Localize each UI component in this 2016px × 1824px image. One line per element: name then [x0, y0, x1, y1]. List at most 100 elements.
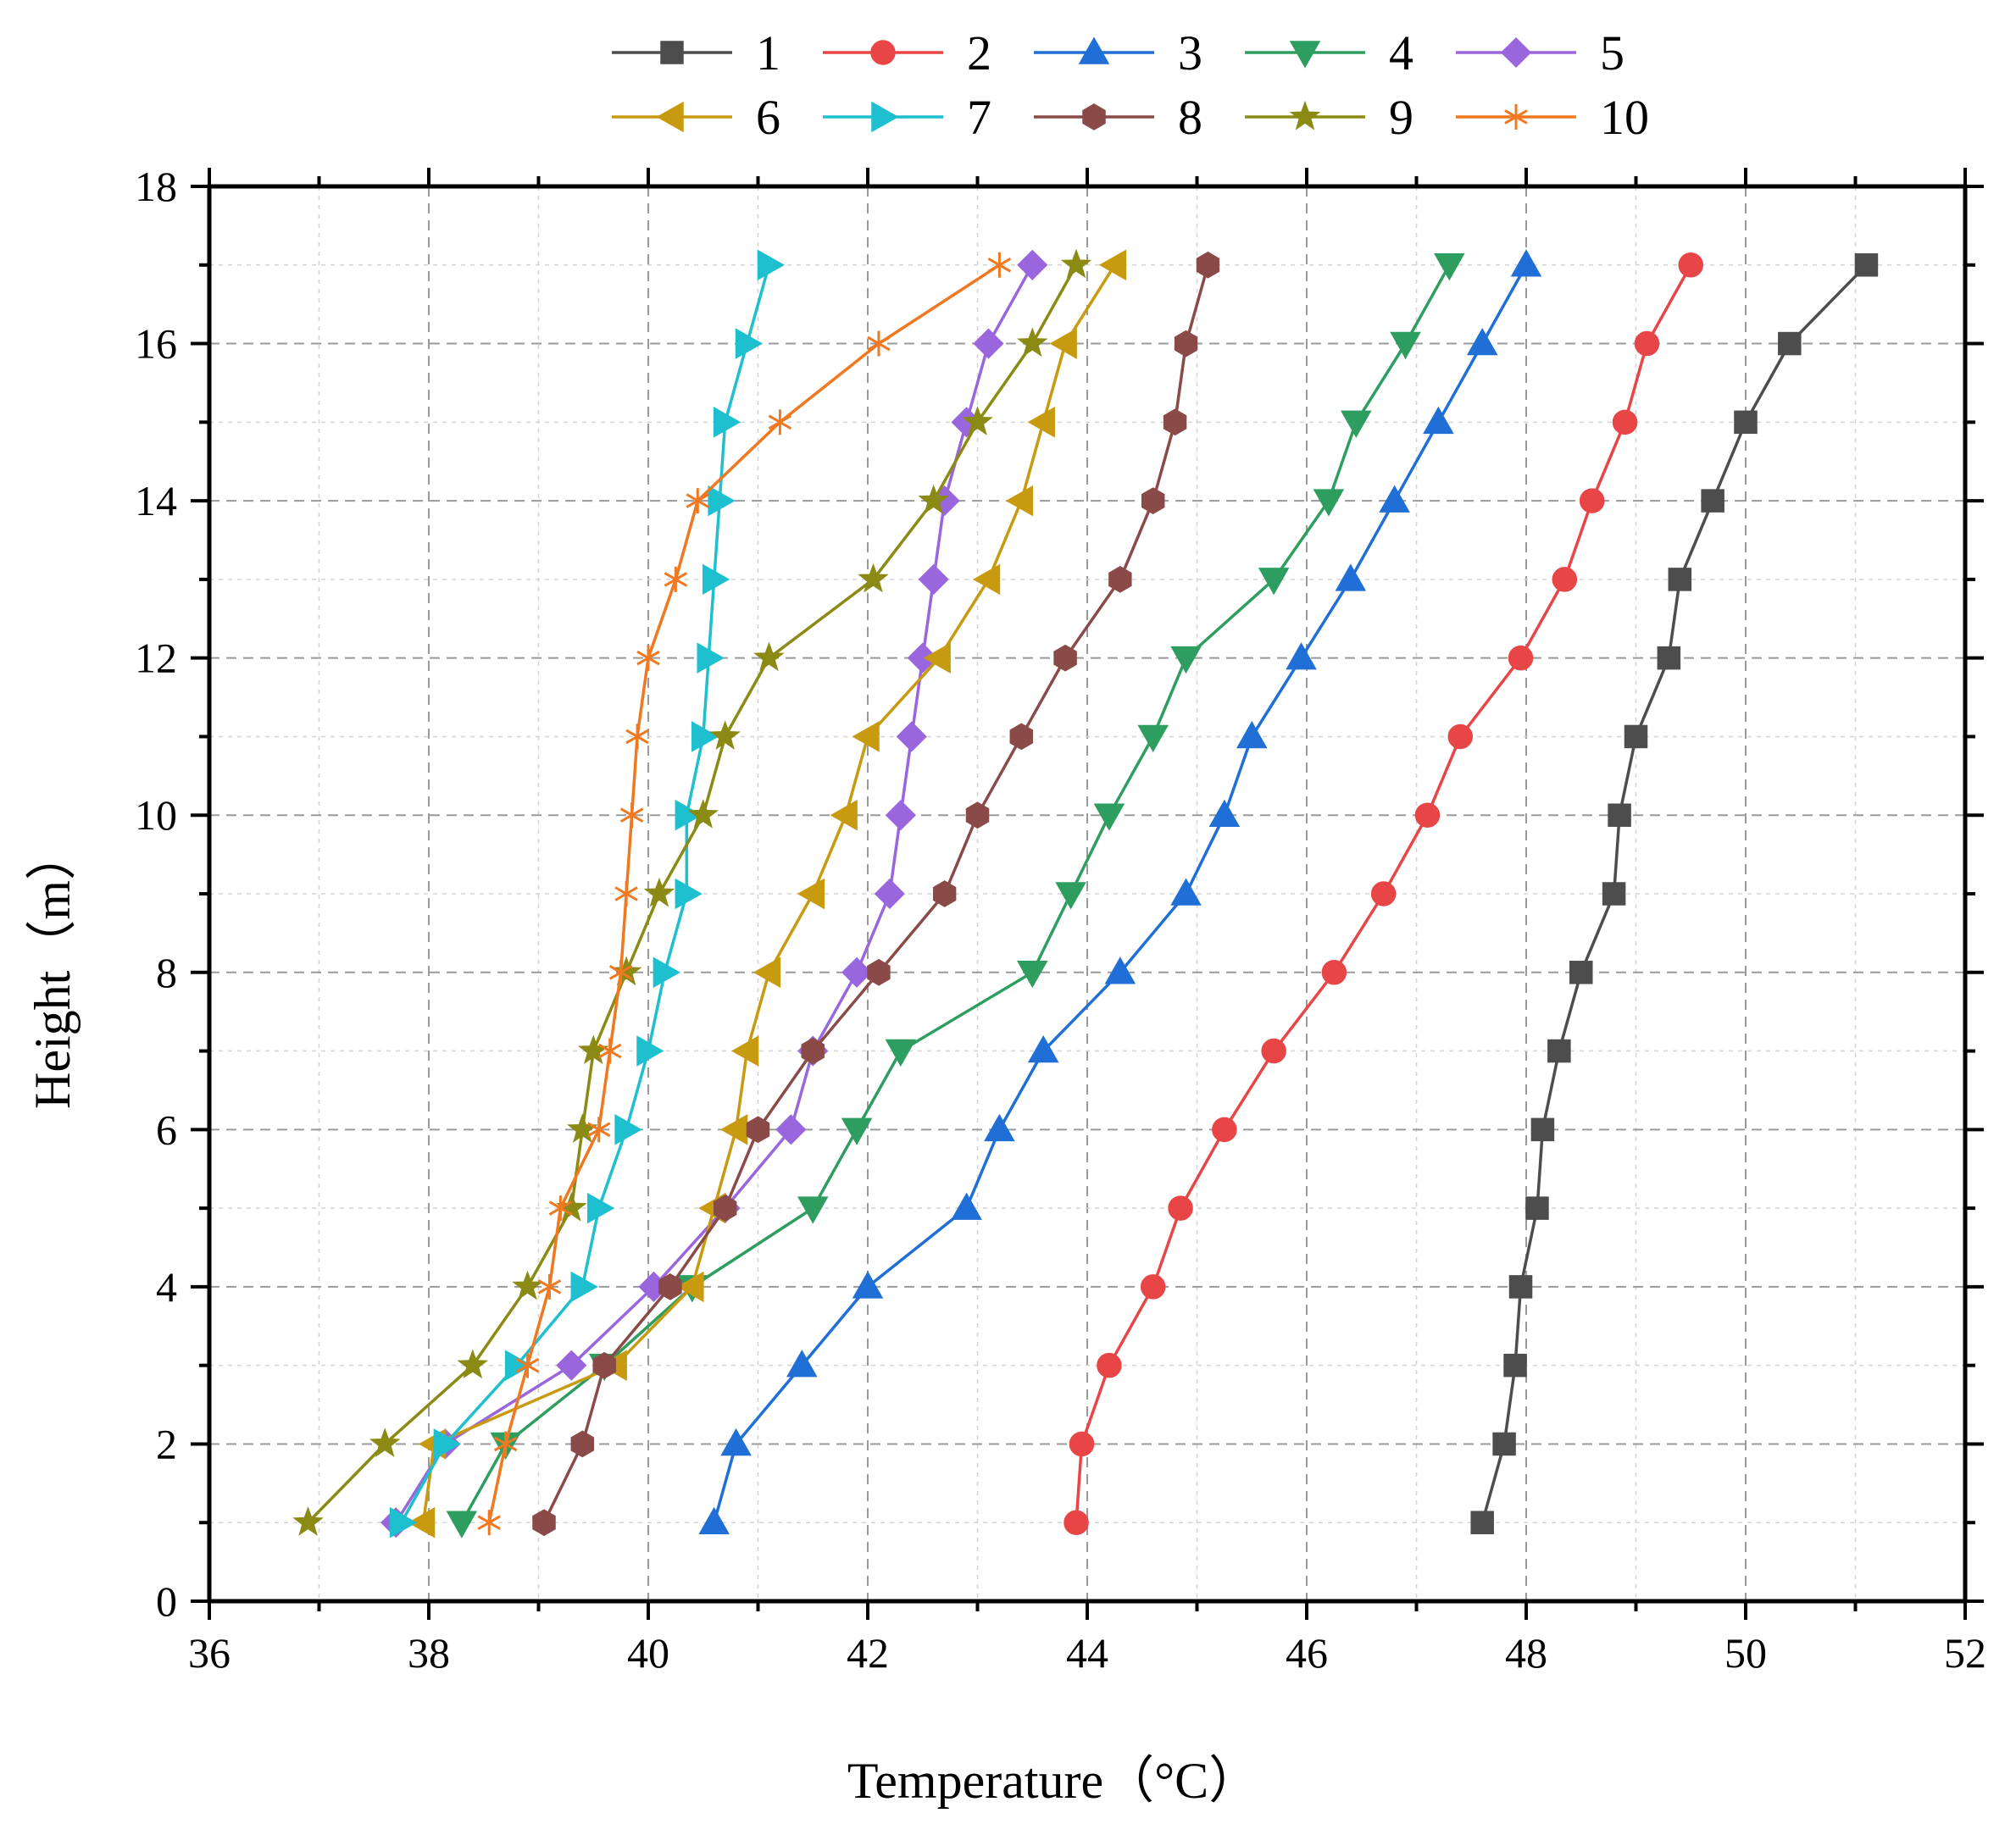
data-point: [962, 406, 993, 435]
data-point: [797, 1196, 829, 1224]
data-point: [389, 1506, 418, 1538]
asterisk-stroke: [586, 1122, 611, 1138]
data-point: [735, 328, 764, 359]
data-point: [965, 801, 990, 829]
data-point: [1390, 331, 1421, 360]
x-tick-label: 48: [1505, 1629, 1547, 1677]
data-point: [746, 1116, 770, 1144]
x-tick-label: 42: [847, 1629, 889, 1677]
data-point: [1470, 1511, 1494, 1534]
data-point: [1108, 566, 1132, 593]
data-point: [614, 881, 638, 906]
data-point: [713, 1195, 737, 1222]
data-point: [709, 720, 741, 750]
asterisk-stroke: [477, 1515, 501, 1531]
data-point: [753, 956, 781, 989]
data-point: [676, 1271, 704, 1303]
data-point: [515, 1352, 540, 1378]
series-10: [477, 252, 1012, 1536]
asterisk-stroke: [537, 1279, 562, 1295]
data-point: [1170, 878, 1202, 906]
data-point: [867, 330, 891, 357]
data-point: [625, 724, 649, 750]
data-point: [1552, 567, 1578, 592]
legend-item-1: 1: [612, 25, 780, 80]
data-point: [1055, 882, 1086, 910]
data-point: [720, 1428, 752, 1456]
y-tick-label: 2: [156, 1420, 177, 1467]
legend-label: 3: [1178, 25, 1202, 80]
asterisk-stroke: [515, 1357, 540, 1373]
data-point: [797, 878, 825, 910]
data-point: [1466, 328, 1498, 356]
data-point: [1668, 568, 1692, 591]
data-point: [636, 645, 660, 671]
data-point: [972, 563, 1001, 596]
data-point: [1547, 1039, 1571, 1063]
data-point: [702, 563, 730, 596]
legend-marker: [871, 101, 899, 133]
data-point: [867, 958, 891, 986]
data-point: [457, 1349, 489, 1379]
data-point: [923, 642, 951, 674]
data-point: [874, 878, 905, 910]
data-point: [619, 802, 644, 829]
legend-item-5: 5: [1456, 25, 1624, 80]
data-point: [408, 1506, 436, 1538]
data-point: [1261, 1038, 1286, 1064]
data-point: [697, 642, 725, 674]
data-point: [537, 1273, 562, 1300]
data-point: [433, 1428, 461, 1460]
data-point: [1104, 956, 1136, 984]
data-point: [686, 488, 710, 514]
series-1: [1470, 253, 1879, 1534]
data-point: [1624, 724, 1648, 749]
data-point: [1098, 249, 1127, 281]
data-point: [896, 721, 927, 752]
data-point: [493, 1431, 518, 1457]
x-tick-label: 44: [1066, 1629, 1108, 1677]
data-point: [1027, 407, 1055, 438]
data-point: [1379, 485, 1410, 513]
data-point: [636, 1035, 664, 1067]
data-point: [1492, 1432, 1516, 1456]
data-point: [1053, 644, 1077, 672]
data-point: [1569, 961, 1593, 984]
data-point: [1657, 646, 1681, 670]
asterisk-stroke: [619, 807, 644, 823]
data-point: [1321, 960, 1347, 985]
asterisk-stroke: [867, 335, 891, 352]
data-point: [1447, 724, 1474, 750]
data-point: [608, 959, 633, 985]
asterisk-stroke: [493, 1436, 518, 1452]
series-2: [1064, 252, 1703, 1535]
data-point: [1027, 1035, 1059, 1063]
data-point: [801, 1037, 825, 1065]
asterisk-stroke: [608, 964, 633, 980]
data-point: [1414, 802, 1441, 828]
asterisk-stroke: [636, 650, 660, 666]
data-point: [675, 799, 703, 831]
data-point: [841, 1117, 873, 1145]
x-tick-label: 40: [627, 1629, 669, 1677]
data-point: [984, 1113, 1015, 1142]
x-tick-label: 46: [1286, 1629, 1328, 1677]
data-point: [1634, 330, 1660, 357]
legend-label: 2: [967, 25, 991, 80]
data-point: [987, 252, 1012, 278]
data-point: [1734, 410, 1758, 435]
data-point: [858, 563, 889, 593]
series-8: [532, 251, 1220, 1537]
legend-marker: [1504, 104, 1528, 130]
x-axis-title: Temperature（°C）: [847, 1753, 1259, 1809]
legend-marker: [1289, 100, 1321, 130]
data-point: [1608, 803, 1631, 827]
data-point: [852, 721, 880, 752]
data-point: [643, 877, 675, 907]
legend-label: 1: [756, 25, 780, 80]
asterisk-stroke: [548, 1200, 573, 1216]
data-point: [1208, 799, 1241, 827]
data-point: [1612, 409, 1638, 435]
legend-label: 9: [1389, 90, 1413, 145]
